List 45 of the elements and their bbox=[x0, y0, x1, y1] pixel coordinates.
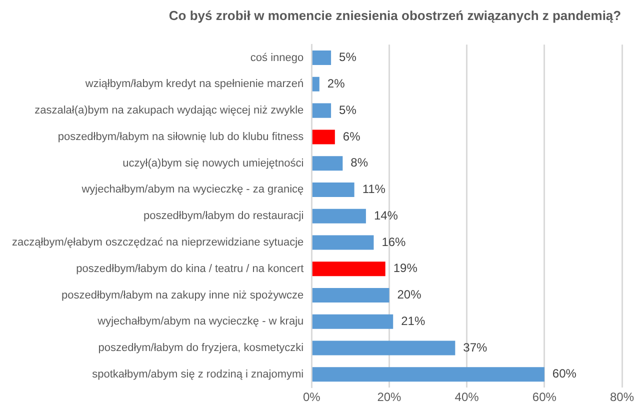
bar bbox=[312, 156, 343, 171]
y-tick-label: wyjechałbym/abym na wycieczkę - w kraju bbox=[96, 316, 304, 328]
bar bbox=[312, 314, 394, 329]
y-tick-label: poszedłbym/łabym na siłownię lub do klubu fitness bbox=[58, 130, 304, 143]
data-label: 11% bbox=[362, 182, 386, 196]
y-tick-label: poszedłbym/łabym do kina / teatru / na koncert bbox=[76, 262, 304, 275]
y-tick-label: zacząłbym/ęłabym oszczędzać na nieprzewidziane sytuacje bbox=[12, 236, 304, 249]
data-label: 20% bbox=[397, 288, 422, 302]
data-label: 19% bbox=[393, 261, 418, 276]
data-label: 16% bbox=[382, 234, 406, 249]
data-label: 6% bbox=[342, 129, 361, 144]
y-tick-label: zaszalał(a)bym na zakupach wydając więcej niż zwykle bbox=[34, 104, 304, 117]
bar bbox=[312, 182, 354, 197]
y-tick-label: wyjechałbym/abym na wycieczkę - za granicę bbox=[80, 184, 304, 196]
x-tick-label: 80% bbox=[610, 390, 634, 404]
bar bbox=[312, 340, 456, 356]
bar bbox=[312, 50, 332, 66]
data-label: 8% bbox=[350, 156, 368, 170]
chart-title: Co byś zrobił w momencie zniesienia obostrzeń związanych z pandemią? bbox=[168, 8, 622, 23]
data-label: 60% bbox=[552, 366, 577, 381]
bar bbox=[312, 130, 335, 144]
bar bbox=[312, 235, 374, 250]
data-label: 2% bbox=[327, 76, 346, 90]
y-tick-label: coś innego bbox=[250, 52, 304, 64]
y-tick-label: spotkałbym/abym się z rodziną i znajomymi bbox=[92, 368, 304, 380]
bar bbox=[312, 208, 366, 224]
data-label: 5% bbox=[339, 50, 357, 64]
x-tick-label: 20% bbox=[377, 390, 402, 404]
x-tick-label: 0% bbox=[302, 390, 321, 404]
x-tick-label: 60% bbox=[532, 390, 557, 404]
bar bbox=[312, 262, 386, 276]
y-tick-label: poszedłbym/łabym do restauracji bbox=[143, 210, 304, 222]
x-tick-label: 40% bbox=[454, 390, 480, 404]
y-tick-label: poszedłym/łabym do fryzjera, kosmetyczki bbox=[98, 342, 304, 354]
bar bbox=[312, 76, 320, 92]
y-tick-label: uczył(a)bym się nowych umiejętności bbox=[122, 157, 304, 170]
bar bbox=[312, 288, 390, 303]
data-label: 5% bbox=[339, 102, 357, 117]
data-label: 21% bbox=[401, 314, 426, 328]
bar bbox=[312, 103, 332, 118]
data-label: 14% bbox=[374, 208, 398, 222]
bar bbox=[312, 367, 544, 382]
y-tick-label: wziąłbym/łabym kredyt na spełnienie marzeń bbox=[84, 78, 304, 90]
y-tick-label: poszedłbym/łabym na zakupy inne niż spożywcze bbox=[62, 289, 304, 302]
data-label: 37% bbox=[463, 340, 488, 354]
